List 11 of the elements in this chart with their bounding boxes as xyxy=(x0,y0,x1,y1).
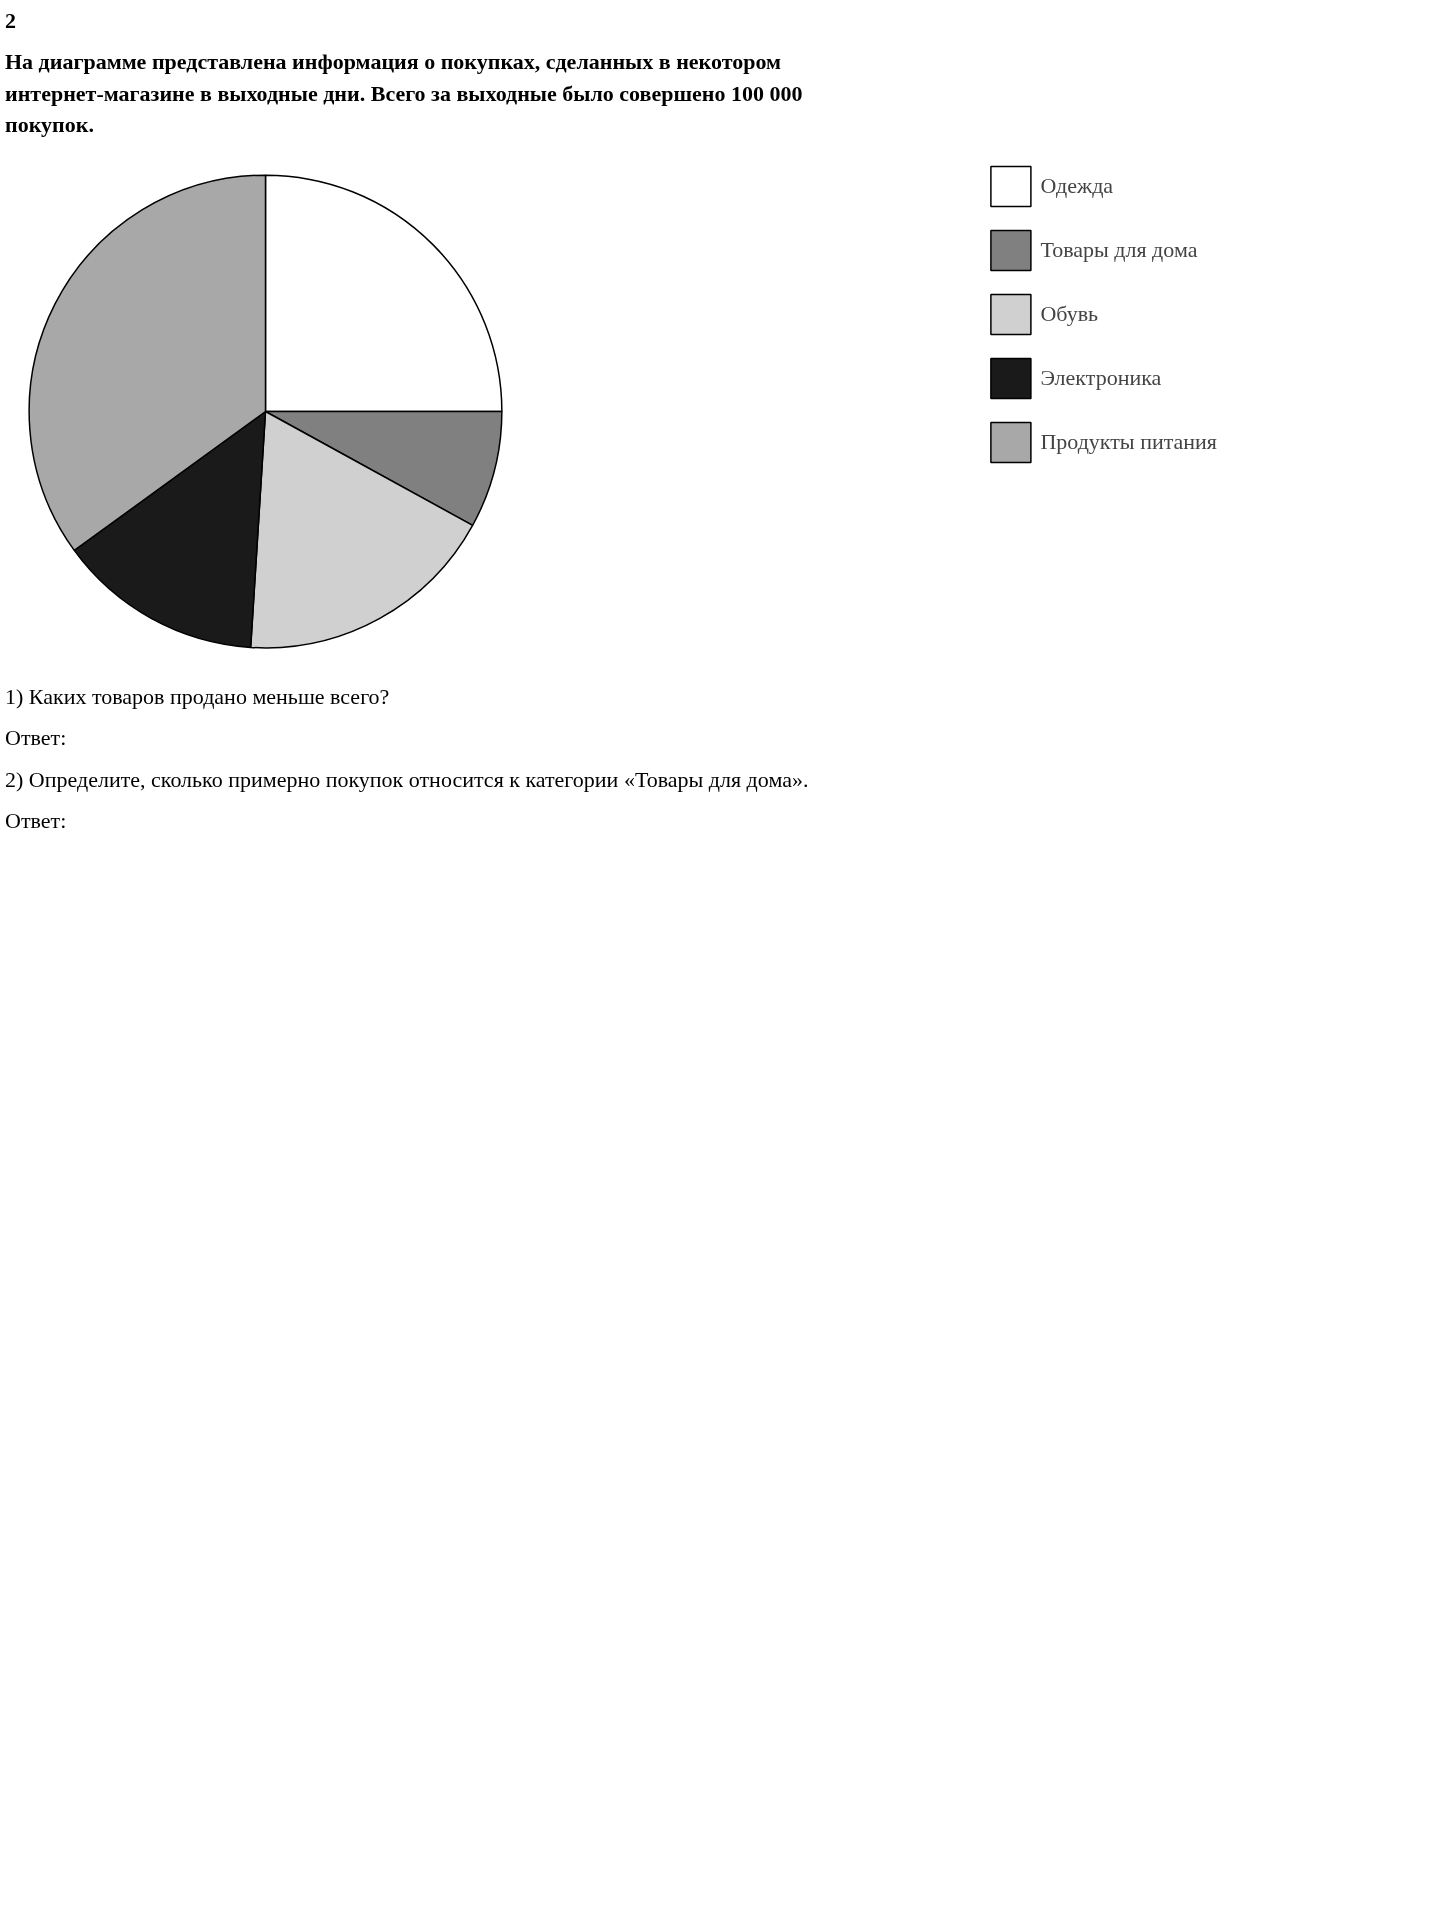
text: 1) Каких товаров продано меньше всего? xyxy=(5,682,390,711)
text: 2 xyxy=(5,7,16,35)
legend-label: Одежда xyxy=(1040,172,1114,199)
chart-title: На диаграмме представлена информация о покупках, сделанных в некотором интернет-магазине в выходные дни. Всего за выходные было совершено 100 000 покупок. xyxy=(5,48,804,140)
legend-label: Обувь xyxy=(1040,300,1099,327)
legend-label: Электроника xyxy=(1040,364,1162,391)
legend-label: Продукты питания xyxy=(1040,428,1217,455)
text: Ответ: xyxy=(5,724,67,753)
text: Ответ: xyxy=(5,806,67,835)
legend-label: Товары для дома xyxy=(1040,236,1198,263)
text: 2) Определите, сколько примерно покупок относится к категории «Товары для дома». xyxy=(5,765,809,794)
